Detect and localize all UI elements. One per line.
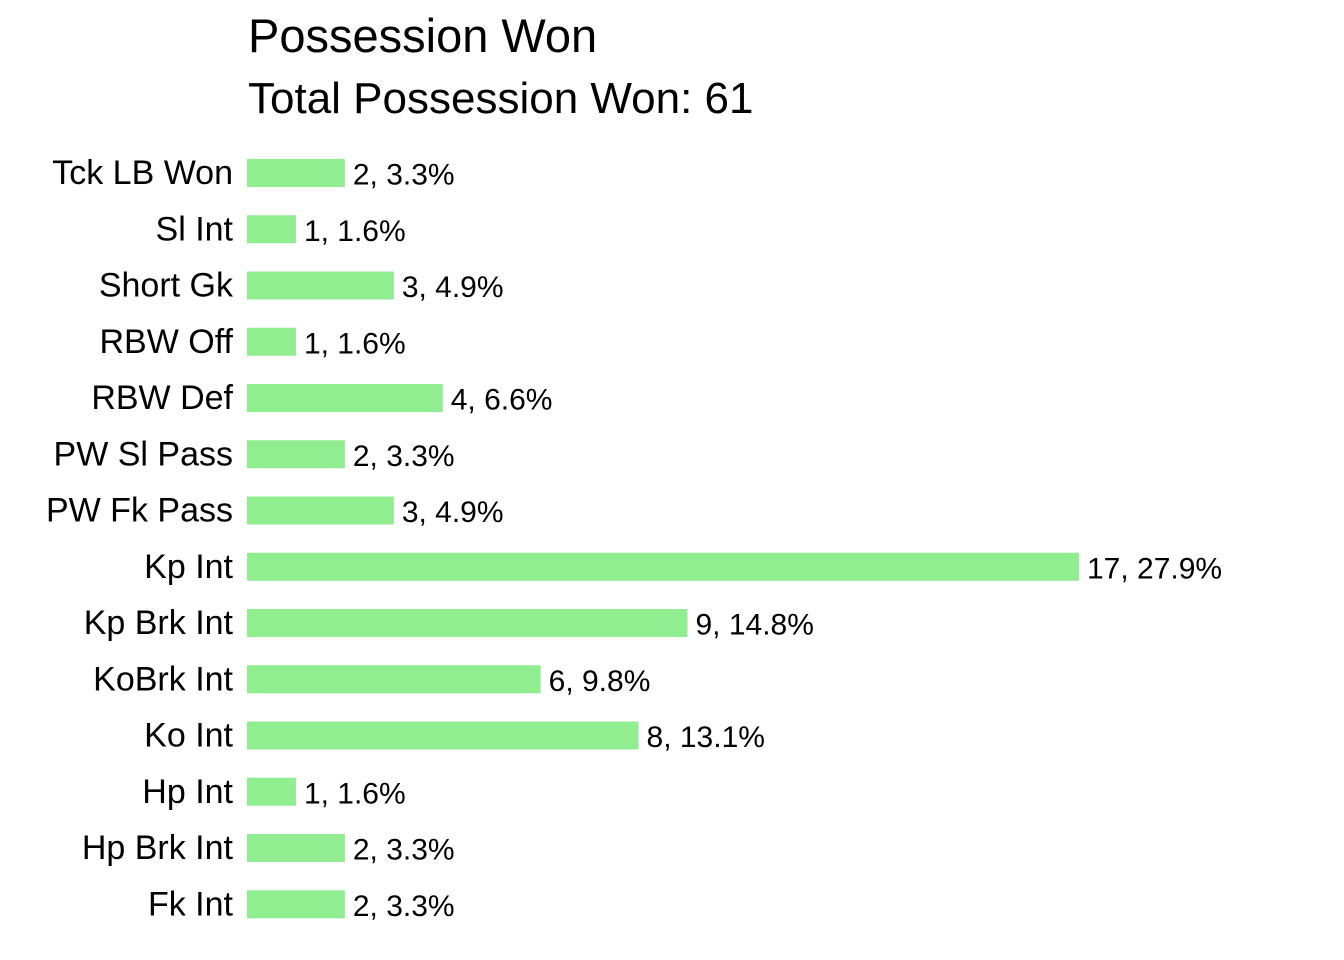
category-label: Hp Brk Int [82,829,234,867]
category-label: Kp Int [144,548,233,586]
bars-group [247,159,1079,919]
data-label: 3, 4.9% [402,496,504,529]
category-label: RBW Off [100,323,234,361]
data-labels: 2, 3.3% 1, 1.6% 3, 4.9% 1, 1.6% 4, 6.6% 2, 3.… [304,159,1222,923]
category-label: Short Gk [99,267,234,305]
bar-1 [247,215,296,244]
data-label: 2, 3.3% [353,834,455,867]
bar-7 [247,552,1079,581]
data-label: 4, 6.6% [451,384,553,417]
category-label: PW Sl Pass [54,435,233,473]
data-label: 8, 13.1% [647,721,765,754]
category-label: Tck LB Won [52,154,233,192]
category-label: Ko Int [144,717,233,755]
bar-10 [247,721,639,750]
category-label: Kp Brk Int [84,604,234,642]
data-label: 6, 9.8% [549,665,651,698]
data-label: 3, 4.9% [402,271,504,304]
category-label: Sl Int [156,210,234,248]
category-label: RBW Def [91,379,233,417]
category-labels: Tck LB Won Sl Int Short Gk RBW Off RBW Def PW… [46,154,234,923]
data-label: 1, 1.6% [304,777,406,810]
bar-5 [247,440,345,469]
data-label: 17, 27.9% [1087,552,1222,585]
category-label: PW Fk Pass [46,492,233,530]
bar-2 [247,271,394,300]
category-label: KoBrk Int [93,660,233,698]
data-label: 2, 3.3% [353,440,455,473]
bar-0 [247,159,345,187]
data-label: 1, 1.6% [304,215,406,248]
bar-6 [247,496,394,525]
category-label: Hp Int [142,773,233,811]
bar-11 [247,777,296,806]
data-label: 2, 3.3% [353,890,455,923]
chart-subtitle: Total Possession Won: 61 [248,74,754,123]
category-label: Fk Int [148,885,234,923]
bar-4 [247,384,443,412]
data-label: 9, 14.8% [695,609,813,642]
bar-12 [247,834,345,862]
bar-13 [247,890,345,919]
chart-title: Possession Won [248,9,598,62]
bar-8 [247,609,688,637]
data-label: 1, 1.6% [304,327,406,360]
data-label: 2, 3.3% [353,159,455,192]
bar-9 [247,665,541,694]
bar-3 [247,327,296,356]
